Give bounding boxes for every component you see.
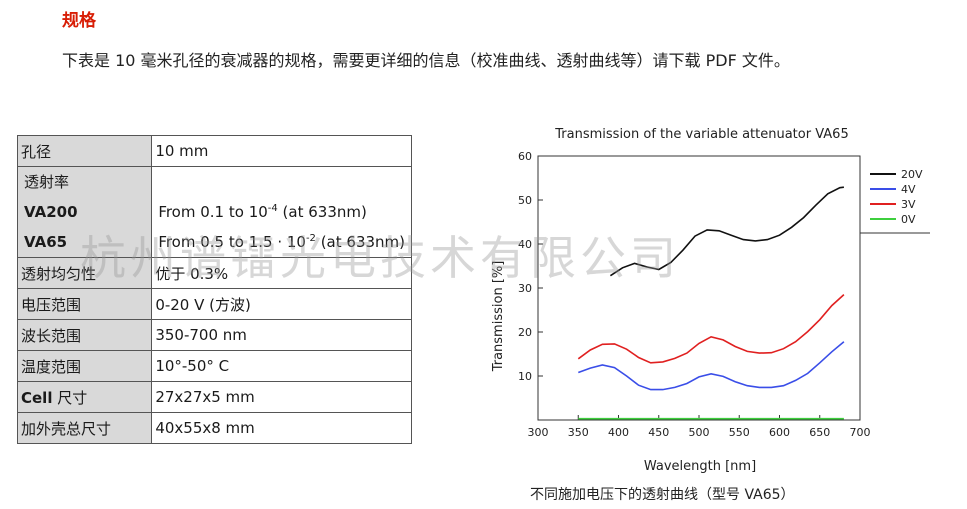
- table-row: 孔径 10 mm: [16, 135, 412, 167]
- temperature-label: 温度范围: [16, 350, 153, 382]
- table-row: 加外壳总尺寸 40x55x8 mm: [16, 412, 412, 444]
- aperture-value: 10 mm: [151, 135, 412, 167]
- va200-value: From 0.1 to 10-4 (at 633nm): [155, 197, 408, 227]
- table-row: 电压范围 0-20 V (方波): [16, 288, 412, 320]
- y-tick-label: 20: [518, 326, 532, 339]
- table-row: 透射率 VA200 VA65 From 0.1 to 10-4 (at 633n…: [16, 166, 412, 258]
- x-axis-label: Wavelength [nm]: [644, 459, 756, 474]
- va65-value-exponent: -2: [305, 233, 316, 244]
- y-tick-label: 30: [518, 282, 532, 295]
- housing-size-label: 加外壳总尺寸: [16, 412, 153, 444]
- housing-size-value: 40x55x8 mm: [151, 412, 412, 444]
- transmission-label-cell: 透射率 VA200 VA65: [16, 166, 153, 258]
- chart-series: [577, 186, 845, 420]
- transmission-blank: [155, 167, 408, 197]
- legend-label: 0V: [901, 213, 916, 226]
- y-tick-label: 40: [518, 238, 532, 251]
- va200-value-exponent: -4: [267, 203, 278, 214]
- transmission-label: 透射率: [24, 173, 70, 191]
- y-tick-label: 10: [518, 370, 532, 383]
- x-tick-label: 500: [689, 426, 710, 439]
- cell-size-label-rest: 尺寸: [52, 388, 88, 407]
- voltage-value: 0-20 V (方波): [151, 288, 412, 320]
- series-line-20v: [609, 186, 844, 277]
- uniformity-label: 透射均匀性: [16, 257, 153, 289]
- cell-size-label: Cell 尺寸: [16, 381, 153, 413]
- table-row: 温度范围 10°-50° C: [16, 350, 412, 382]
- wavelength-label: 波长范围: [16, 319, 153, 351]
- x-tick-label: 300: [528, 426, 549, 439]
- va200-value-note: (at 633nm): [277, 203, 367, 221]
- spec-table: 孔径 10 mm 透射率 VA200 VA65 From 0.1 to 10-4…: [16, 135, 412, 444]
- legend-label: 3V: [901, 198, 916, 211]
- va65-label: VA65: [24, 233, 68, 251]
- series-line-4v: [578, 341, 845, 391]
- chart-title: Transmission of the variable attenuator …: [554, 127, 848, 142]
- plot-frame: [537, 155, 861, 421]
- uniformity-value: 优于 0.3%: [151, 257, 412, 289]
- y-axis-label: Transmission [%]: [491, 261, 506, 373]
- chart-axes: 300 350 400 450 500 550 600 650 700 10 20 30 40 50 60: [518, 150, 871, 439]
- va65-value-base: From 0.5 to 1.5 · 10: [158, 233, 306, 251]
- chart-legend: 20V 4V 3V 0V: [860, 164, 930, 234]
- legend-box: [865, 164, 927, 234]
- temperature-value: 10°-50° C: [151, 350, 412, 382]
- legend-label: 20V: [901, 168, 923, 181]
- section-heading: 规格: [62, 11, 96, 31]
- y-tick-label: 60: [518, 150, 532, 163]
- transmission-value-cell: From 0.1 to 10-4 (at 633nm) From 0.5 to …: [151, 166, 412, 258]
- transmission-chart: Transmission of the variable attenuator …: [491, 127, 930, 474]
- va65-value-note: (at 633nm): [315, 233, 405, 251]
- x-tick-label: 550: [729, 426, 750, 439]
- intro-text: 下表是 10 毫米孔径的衰减器的规格，需要更详细的信息（校准曲线、透射曲线等）请…: [62, 51, 790, 70]
- x-tick-label: 700: [850, 426, 871, 439]
- x-tick-label: 400: [608, 426, 629, 439]
- x-tick-label: 450: [648, 426, 669, 439]
- y-tick-label: 50: [518, 194, 532, 207]
- va200-label: VA200: [24, 203, 78, 221]
- chart-caption: 不同施加电压下的透射曲线（型号 VA65）: [530, 487, 795, 503]
- x-tick-label: 350: [568, 426, 589, 439]
- legend-label: 4V: [901, 183, 916, 196]
- aperture-label: 孔径: [16, 135, 153, 167]
- wavelength-value: 350-700 nm: [151, 319, 412, 351]
- table-row: 波长范围 350-700 nm: [16, 319, 412, 351]
- x-tick-label: 650: [809, 426, 830, 439]
- table-row: Cell 尺寸 27x27x5 mm: [16, 381, 412, 413]
- x-tick-label: 600: [769, 426, 790, 439]
- cell-size-value: 27x27x5 mm: [151, 381, 412, 413]
- va200-value-base: From 0.1 to 10: [158, 203, 268, 221]
- series-line-3v: [577, 294, 845, 364]
- cell-size-label-bold: Cell: [21, 388, 53, 407]
- voltage-label: 电压范围: [16, 288, 153, 320]
- va65-value: From 0.5 to 1.5 · 10-2 (at 633nm): [155, 227, 408, 257]
- table-row: 透射均匀性 优于 0.3%: [16, 257, 412, 289]
